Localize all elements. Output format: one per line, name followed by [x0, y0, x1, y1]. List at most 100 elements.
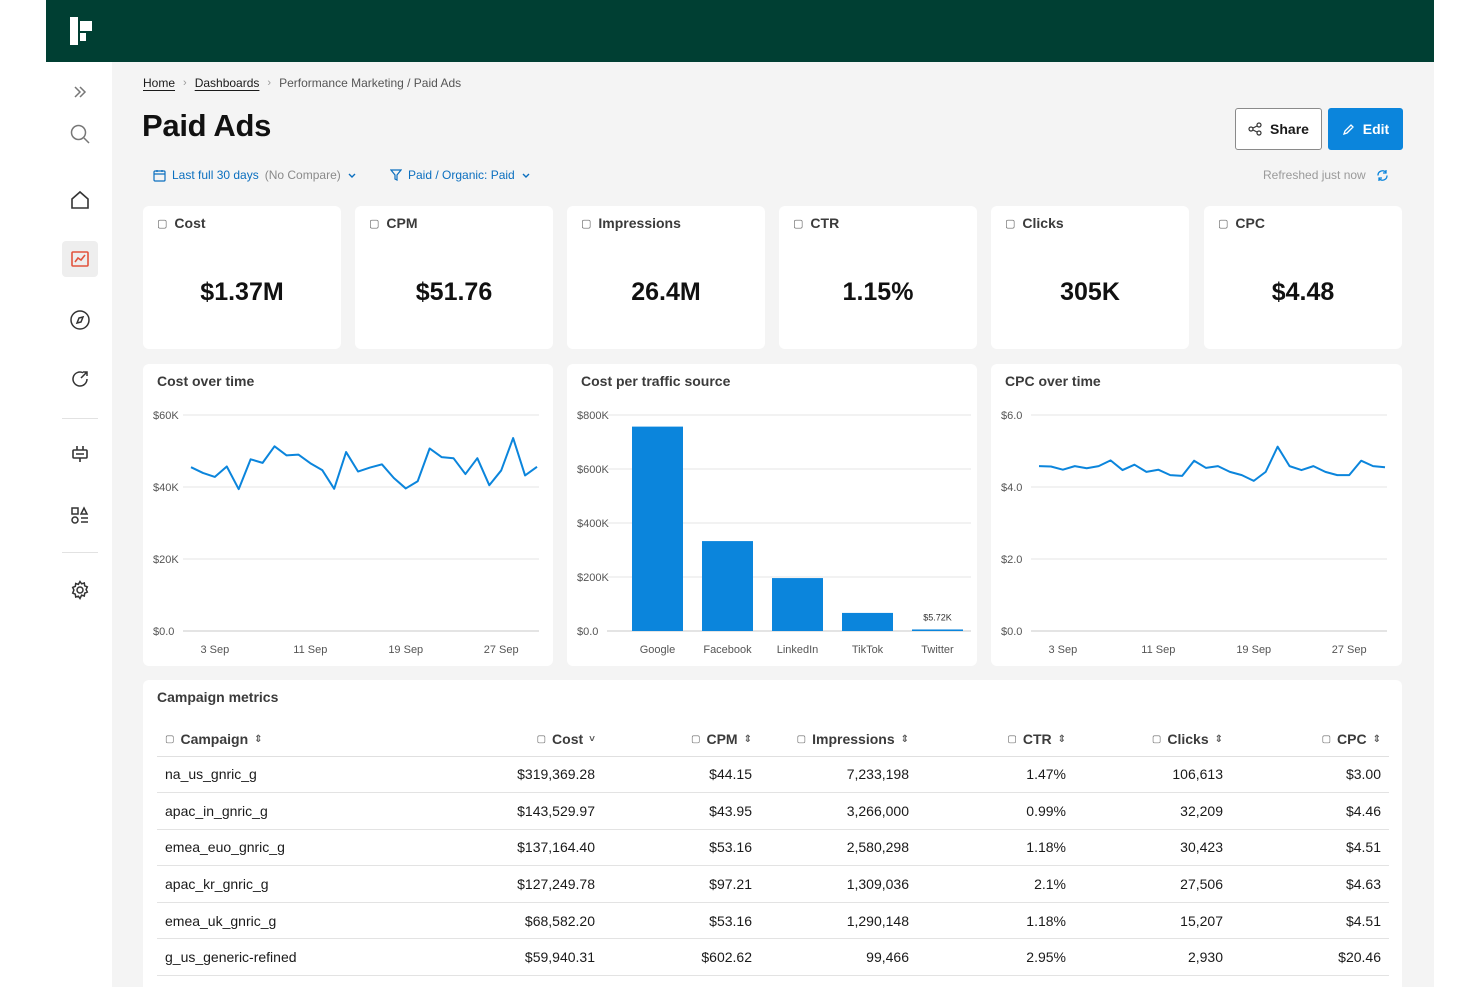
cell-cost: $143,529.97: [437, 792, 603, 830]
sidebar-item-home[interactable]: [62, 182, 98, 218]
expand-sidebar-button[interactable]: [62, 74, 98, 110]
metric-icon: ▢: [369, 217, 380, 230]
table-row[interactable]: na_us_gnric_g $319,369.28 $44.15 7,233,198 1…: [157, 756, 1389, 794]
column-header-cpm[interactable]: ▢ CPM ⇕: [603, 720, 760, 757]
column-header-content: ▢ CTR ⇕: [1007, 731, 1066, 747]
table-row[interactable]: g_us_generic-refined $59,940.31 $602.62 99,…: [157, 938, 1389, 977]
metric-icon: ▢: [1007, 733, 1017, 745]
cell-clicks: 32,209: [1074, 792, 1231, 830]
column-header-impressions[interactable]: ▢ Impressions ⇕: [760, 720, 917, 757]
cell-cost: $59,940.31: [437, 938, 603, 977]
sort-icon[interactable]: ⇕: [1057, 733, 1066, 745]
data-label: $5.72K: [923, 612, 952, 622]
chart-card-cost-over-time[interactable]: Cost over time $0.0 $20K $40K $60K 3 Sep 11 S…: [143, 364, 553, 666]
metric-icon: ▢: [1218, 217, 1229, 230]
column-header-campaign[interactable]: ▢ Campaign ⇕: [157, 720, 437, 757]
breadcrumb-current: Performance Marketing / Paid Ads: [279, 76, 462, 90]
share-button[interactable]: Share: [1235, 108, 1322, 150]
sidebar-item-settings[interactable]: [62, 572, 98, 608]
metric-icon: ▢: [1151, 733, 1162, 745]
chevron-right-icon: ›: [267, 77, 272, 89]
y-tick-label: $200K: [577, 572, 609, 584]
cell-cost: $127,249.78: [437, 865, 603, 903]
y-tick-label: $60K: [153, 410, 179, 422]
sort-icon[interactable]: ⇕: [900, 733, 909, 745]
x-tick-label: TikTok: [852, 644, 884, 656]
column-header-cost[interactable]: ▢ Cost ˅: [437, 720, 603, 757]
x-tick-label: 11 Sep: [1141, 644, 1175, 656]
cell-cpc: $4.51: [1231, 829, 1389, 867]
compare-label: (No Compare): [264, 168, 341, 182]
column-header-ctr[interactable]: ▢ CTR ⇕: [917, 720, 1074, 757]
chevron-right-icon: ›: [183, 77, 187, 89]
table-row[interactable]: emea_euo_gnric_g $137,164.40 $53.16 2,580,2…: [157, 829, 1389, 867]
column-header-clicks[interactable]: ▢ Clicks ⇕: [1074, 720, 1231, 757]
column-header-cpc[interactable]: ▢ CPC ⇕: [1231, 720, 1389, 757]
edit-button[interactable]: Edit: [1328, 108, 1403, 150]
refresh-icon[interactable]: [1376, 169, 1389, 182]
paid-organic-label: Paid / Organic: Paid: [408, 168, 515, 182]
cell-clicks: 15,207: [1074, 902, 1231, 940]
table-row[interactable]: apac_in_gnric_g $143,529.97 $43.95 3,266,00…: [157, 792, 1389, 830]
cell-campaign: emea_uk_gnric_g: [157, 902, 437, 940]
cell-clicks: 2,930: [1074, 938, 1231, 977]
sort-descending-icon[interactable]: ˅: [589, 733, 595, 745]
sort-icon[interactable]: ⇕: [1214, 733, 1223, 745]
main-content: Home › Dashboards › Performance Marketin…: [112, 62, 1434, 987]
sidebar-item-integrations[interactable]: [62, 436, 98, 472]
cell-cpc: $20.46: [1231, 938, 1389, 977]
sidebar-item-catalog[interactable]: [62, 498, 98, 534]
kpi-card-impressions[interactable]: ▢ Impressions 26.4M: [567, 206, 765, 349]
kpi-title: ▢ Clicks: [1005, 215, 1064, 231]
sort-icon[interactable]: ⇕: [743, 733, 752, 745]
date-range-filter[interactable]: Last full 30 days (No Compare): [153, 168, 357, 182]
table-header-row: ▢ Campaign ⇕ ▢ Cost ˅ ▢ CPM ⇕ ▢ Impressions ⇕ ▢ CTR ⇕ ▢…: [157, 720, 1389, 757]
column-header-content: ▢ Clicks ⇕: [1152, 731, 1223, 747]
chart-card-cost-per-traffic-source[interactable]: Cost per traffic source $0.0 $200K $400K $6…: [567, 364, 977, 666]
x-tick-label: 11 Sep: [293, 644, 327, 656]
kpi-card-cpc[interactable]: ▢ CPC $4.48: [1204, 206, 1402, 349]
search-icon: [70, 124, 90, 144]
cell-impressions: 2,580,298: [760, 829, 917, 867]
breadcrumb-home[interactable]: Home: [143, 76, 176, 90]
column-header-label: CTR: [1022, 731, 1052, 747]
kpi-value: $4.48: [1271, 278, 1335, 306]
column-header-label: Cost: [552, 731, 584, 747]
table-row[interactable]: emea_uk_gnric_g $68,582.20 $53.16 1,290,148…: [157, 902, 1389, 940]
kpi-card-clicks[interactable]: ▢ Clicks 305K: [991, 206, 1189, 349]
cell-cpm: $43.95: [603, 792, 760, 830]
sort-icon[interactable]: ⇕: [254, 733, 263, 745]
chart-title: CPC over time: [1005, 373, 1101, 389]
bar: [842, 612, 893, 631]
sort-icon[interactable]: ⇕: [1372, 733, 1381, 745]
x-tick-label: 19 Sep: [388, 644, 423, 656]
cell-campaign: na_us_gnric_g: [157, 756, 437, 794]
kpi-card-ctr[interactable]: ▢ CTR 1.15%: [779, 206, 977, 349]
sidebar-item-dashboards[interactable]: [62, 241, 98, 277]
sidebar-item-explore[interactable]: [62, 302, 98, 338]
kpi-card-cpm[interactable]: ▢ CPM $51.76: [355, 206, 553, 349]
x-tick-label: 3 Sep: [200, 644, 229, 656]
column-header-label: Impressions: [812, 731, 895, 747]
logo-icon[interactable]: [70, 17, 98, 45]
cell-impressions: 1,290,148: [760, 902, 917, 940]
cell-cpc: $3.00: [1231, 756, 1389, 794]
chart-card-cpc-over-time[interactable]: CPC over time $0.0 $2.0 $4.0 $6.0 3 Sep 11 Se…: [991, 364, 1402, 666]
kpi-card-cost[interactable]: ▢ Cost $1.37M: [143, 206, 341, 349]
y-tick-label: $0.0: [1001, 626, 1022, 638]
y-tick-label: $0.0: [153, 626, 174, 638]
search-button[interactable]: [62, 116, 98, 152]
series-line: [190, 437, 538, 491]
kpi-title-label: Clicks: [1022, 215, 1064, 231]
breadcrumb: Home › Dashboards › Performance Marketin…: [143, 76, 461, 90]
cell-ctr: 2.1%: [917, 865, 1074, 903]
table-row[interactable]: apac_kr_gnric_g $127,249.78 $97.21 1,309,03…: [157, 865, 1389, 903]
y-tick-label: $4.0: [1001, 482, 1022, 494]
column-header-label: CPM: [706, 731, 738, 747]
y-tick-label: $800K: [577, 410, 609, 422]
gear-icon: [71, 580, 89, 600]
cell-ctr: 2.95%: [917, 938, 1074, 977]
sidebar-item-shared[interactable]: [62, 361, 98, 397]
paid-organic-filter[interactable]: Paid / Organic: Paid: [390, 168, 531, 182]
breadcrumb-dashboards[interactable]: Dashboards: [194, 76, 260, 90]
